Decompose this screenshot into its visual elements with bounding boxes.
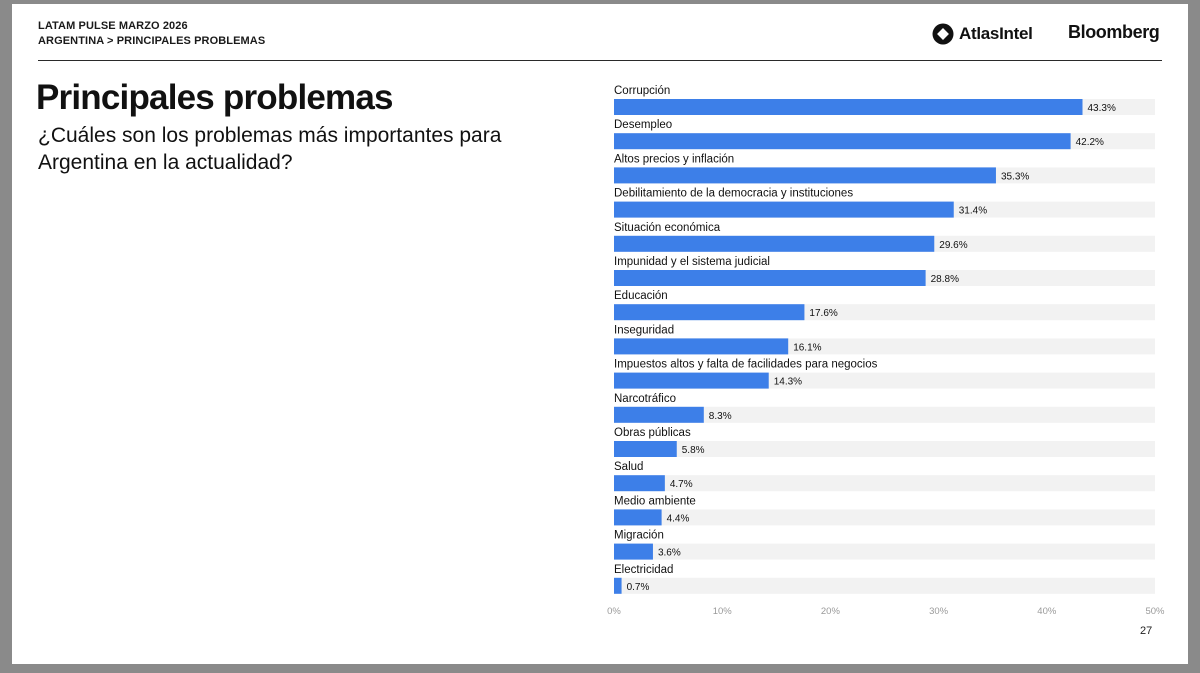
category-label: Situación económica — [614, 222, 721, 234]
bloomberg-logo: Bloomberg — [1068, 22, 1160, 42]
bar — [614, 475, 665, 492]
header-divider — [38, 60, 1162, 61]
bar-row: Desempleo 42.2% — [614, 119, 1155, 150]
atlasintel-logo: AtlasIntel — [932, 22, 1033, 46]
category-label: Impuestos altos y falta de facilidades p… — [614, 359, 878, 371]
x-tick-label: 30% — [929, 606, 949, 617]
category-label: Migración — [614, 530, 664, 542]
bar-track — [614, 577, 1155, 594]
bar-track — [614, 543, 1155, 560]
bar-track — [614, 475, 1155, 492]
value-label: 16.1% — [793, 342, 821, 353]
value-label: 43.3% — [1088, 103, 1116, 114]
category-label: Altos precios y inflación — [614, 153, 734, 165]
bar — [614, 304, 805, 321]
bar-row: Medio ambiente 4.4% — [614, 495, 1155, 526]
breadcrumb: ARGENTINA > PRINCIPALES PROBLEMAS — [38, 35, 266, 47]
category-label: Narcotráfico — [614, 393, 676, 405]
value-label: 4.7% — [670, 479, 693, 490]
value-label: 42.2% — [1076, 137, 1104, 148]
value-label: 5.8% — [682, 445, 705, 456]
bar-row: Situación económica 29.6% — [614, 222, 1155, 252]
category-label: Desempleo — [614, 119, 672, 131]
bar-row: Educación 17.6% — [614, 290, 1155, 321]
slide: LATAM PULSE MARZO 2026 ARGENTINA > PRINC… — [12, 4, 1188, 664]
value-label: 8.3% — [709, 411, 732, 422]
x-tick-label: 20% — [821, 606, 841, 617]
x-tick-label: 10% — [713, 606, 733, 617]
category-label: Impunidad y el sistema judicial — [614, 256, 770, 268]
value-label: 3.6% — [658, 548, 681, 559]
category-label: Electricidad — [614, 564, 673, 576]
bar-track — [614, 509, 1155, 526]
bar-track — [614, 441, 1155, 457]
category-label: Debilitamiento de la democracia y instit… — [614, 188, 853, 200]
value-label: 28.8% — [931, 274, 959, 285]
category-label: Corrupción — [614, 85, 670, 97]
bar-row: Electricidad 0.7% — [614, 564, 1155, 594]
bar-row: Impunidad y el sistema judicial 28.8% — [614, 256, 1155, 286]
bar-row: Salud 4.7% — [614, 461, 1155, 492]
bar-row: Inseguridad 16.1% — [614, 324, 1155, 355]
page-subtitle: ¿Cuáles son los problemas más importante… — [38, 124, 502, 174]
bar-row: Narcotráfico 8.3% — [614, 393, 1155, 423]
value-label: 4.4% — [667, 513, 690, 524]
bar — [614, 201, 954, 218]
value-label: 29.6% — [939, 240, 967, 251]
page-title: Principales problemas — [36, 78, 393, 117]
bar-row: Obras públicas 5.8% — [614, 427, 1155, 457]
bar-row: Migración 3.6% — [614, 530, 1155, 560]
bar-row: Debilitamiento de la democracia y instit… — [614, 188, 1155, 218]
bar — [614, 338, 789, 355]
bar-chart: Corrupción 43.3% Desempleo 42.2% Altos preci… — [607, 85, 1165, 617]
bar-row: Impuestos altos y falta de facilidades p… — [614, 359, 1155, 389]
category-label: Educación — [614, 290, 668, 302]
bar-track — [614, 406, 1155, 423]
value-label: 0.7% — [627, 582, 650, 593]
atlasintel-mark-icon — [932, 23, 954, 45]
category-label: Medio ambiente — [614, 495, 696, 507]
bar — [614, 372, 769, 389]
value-label: 17.6% — [809, 308, 837, 319]
atlasintel-logo-text: AtlasIntel — [959, 24, 1033, 43]
bar — [614, 543, 653, 560]
x-tick-label: 40% — [1037, 606, 1057, 617]
value-label: 31.4% — [959, 206, 987, 217]
bar — [614, 441, 677, 457]
bar — [614, 406, 704, 423]
bar — [614, 167, 996, 184]
report-name: LATAM PULSE MARZO 2026 — [38, 20, 188, 32]
value-label: 35.3% — [1001, 171, 1029, 182]
bar — [614, 133, 1071, 150]
page-number: 27 — [1140, 625, 1153, 637]
x-tick-label: 0% — [607, 606, 621, 617]
x-tick-label: 50% — [1145, 606, 1165, 617]
category-label: Salud — [614, 461, 643, 473]
category-label: Inseguridad — [614, 324, 674, 336]
bar-row: Corrupción 43.3% — [614, 85, 1155, 115]
bar — [614, 509, 662, 526]
category-label: Obras públicas — [614, 427, 691, 439]
bar-row: Altos precios y inflación 35.3% — [614, 153, 1155, 184]
bar — [614, 577, 622, 594]
value-label: 14.3% — [774, 377, 802, 388]
bar — [614, 270, 926, 286]
bar — [614, 235, 935, 252]
bar — [614, 99, 1083, 115]
